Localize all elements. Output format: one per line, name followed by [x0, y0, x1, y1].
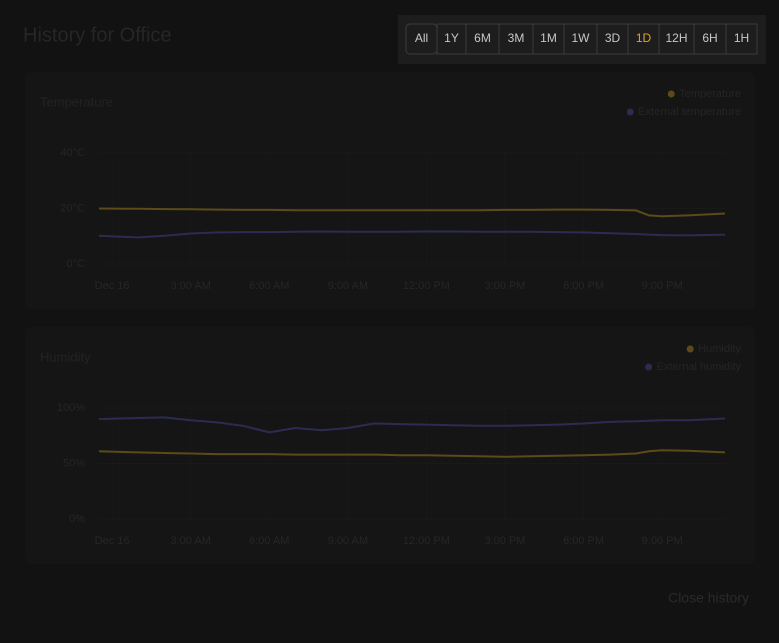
- x-tick-label: 12:00 PM: [403, 535, 450, 547]
- y-tick-label: 40°C: [60, 147, 85, 159]
- x-tick-label: Dec 16: [95, 535, 130, 547]
- range-button-label[interactable]: All: [415, 31, 428, 45]
- range-button[interactable]: [532, 23, 565, 55]
- range-button-label[interactable]: 1Y: [444, 31, 459, 45]
- range-button[interactable]: [465, 23, 500, 55]
- range-button[interactable]: [627, 23, 660, 55]
- x-tick-label: 9:00 AM: [328, 280, 368, 292]
- range-button[interactable]: [563, 23, 598, 55]
- range-button-label[interactable]: 1W: [572, 31, 591, 45]
- chart-card: [25, 72, 755, 309]
- range-button-label[interactable]: 1D: [636, 31, 652, 45]
- chart-title: Temperature: [40, 94, 113, 109]
- range-button[interactable]: [725, 23, 758, 55]
- range-button-label[interactable]: 3M: [508, 31, 525, 45]
- legend-swatch: [686, 345, 694, 353]
- y-tick-label: 0%: [69, 513, 85, 525]
- range-button-label[interactable]: 12H: [665, 31, 687, 45]
- legend-swatch: [626, 108, 634, 116]
- range-button-label[interactable]: 6H: [702, 31, 717, 45]
- x-tick-label: 6:00 PM: [563, 535, 604, 547]
- range-button[interactable]: [498, 23, 534, 55]
- x-tick-label: 3:00 AM: [170, 535, 210, 547]
- legend-label: External humidity: [657, 361, 742, 373]
- x-tick-label: Dec 16: [95, 280, 130, 292]
- x-tick-label: 6:00 AM: [249, 280, 289, 292]
- legend-label: Humidity: [698, 343, 741, 355]
- range-button[interactable]: [693, 23, 727, 55]
- chart-title: Humidity: [40, 349, 91, 364]
- x-tick-label: 6:00 PM: [563, 280, 604, 292]
- range-button-label[interactable]: 1M: [540, 31, 557, 45]
- y-tick-label: 100%: [57, 402, 85, 414]
- x-tick-label: 3:00 PM: [484, 535, 525, 547]
- legend-label: Temperature: [679, 88, 741, 100]
- x-tick-label: 9:00 PM: [642, 280, 683, 292]
- series-line: [98, 416, 726, 434]
- dialog-title: History for Office: [23, 24, 172, 46]
- y-tick-label: 50%: [63, 457, 85, 469]
- range-button-label[interactable]: 1H: [734, 31, 749, 45]
- range-button-label[interactable]: 3D: [605, 31, 621, 45]
- x-tick-label: 9:00 AM: [328, 535, 368, 547]
- x-tick-label: 12:00 PM: [403, 280, 450, 292]
- y-tick-label: 20°C: [60, 202, 85, 214]
- range-button[interactable]: [596, 23, 629, 55]
- range-button-label[interactable]: 6M: [474, 31, 491, 45]
- close-button[interactable]: Close history: [668, 590, 749, 606]
- series-line: [98, 449, 726, 458]
- chart-card: [25, 327, 755, 564]
- y-tick-label: 0°C: [67, 258, 86, 270]
- series-line: [98, 207, 726, 218]
- x-tick-label: 3:00 AM: [170, 280, 210, 292]
- x-tick-label: 6:00 AM: [249, 535, 289, 547]
- x-tick-label: 9:00 PM: [642, 535, 683, 547]
- legend-swatch: [645, 363, 653, 371]
- legend-swatch: [667, 90, 675, 98]
- series-line: [98, 230, 726, 239]
- legend-label: External temperature: [638, 106, 741, 118]
- x-tick-label: 3:00 PM: [484, 280, 525, 292]
